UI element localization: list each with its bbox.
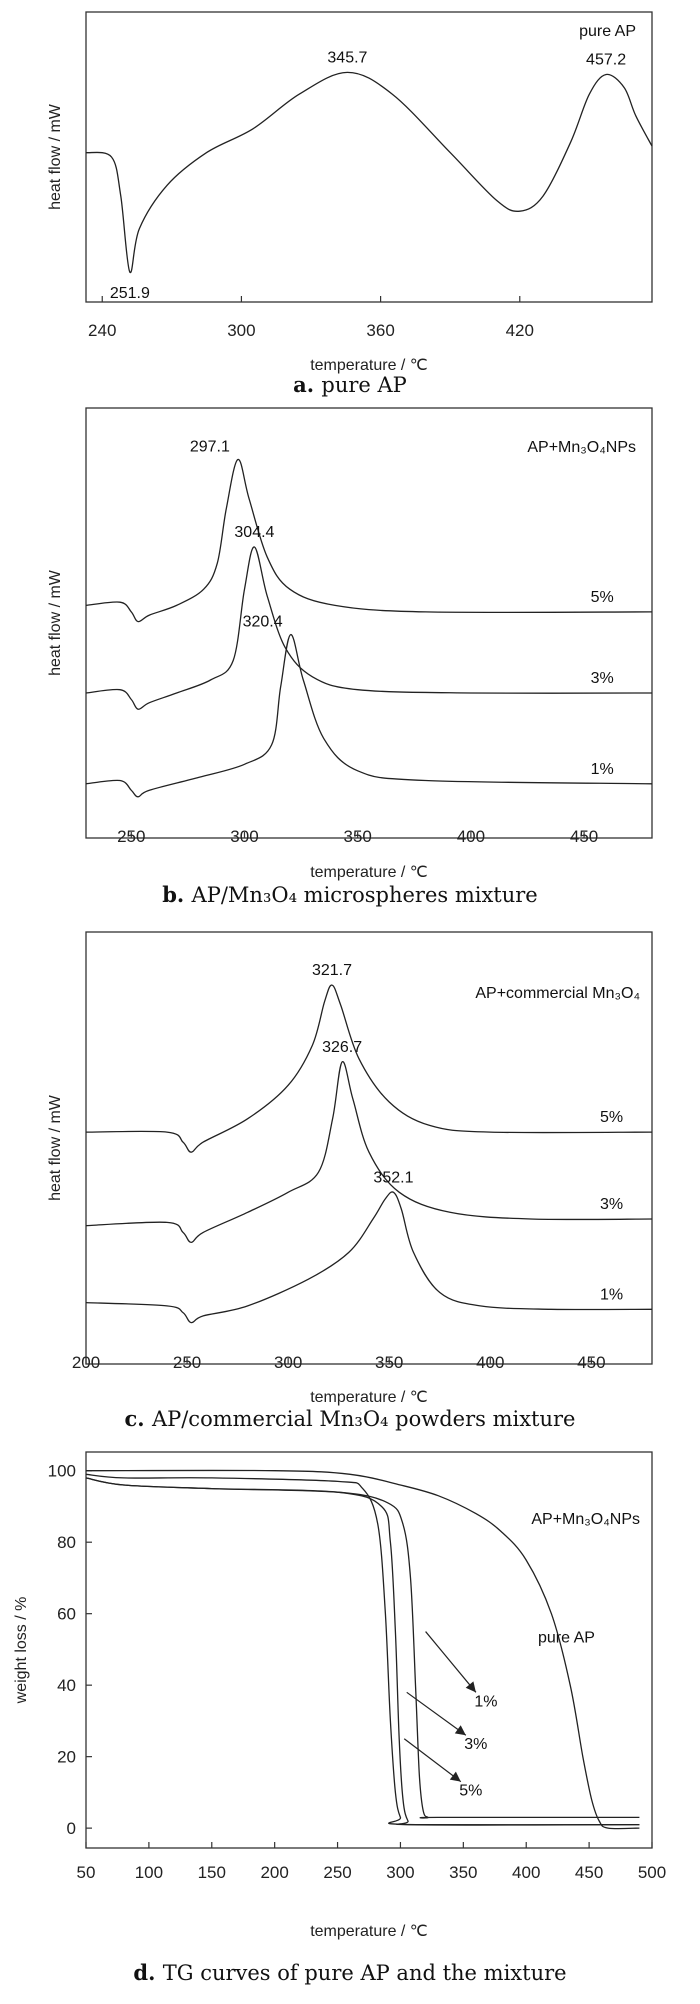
arrow-line (425, 1631, 477, 1693)
arrow-line (403, 1738, 462, 1783)
arrow-label: 3% (464, 1736, 487, 1753)
y-tick-label: 0 (67, 1819, 76, 1838)
plot-frame-3 (85, 931, 653, 1365)
legend-text: AP+Mn₃O₄NPs (527, 439, 636, 456)
y-tick-label: 100 (48, 1462, 76, 1481)
x-tick-label: 100 (135, 1863, 163, 1882)
x-tick-label: 300 (227, 321, 255, 340)
series-line-3 (85, 546, 653, 710)
legend-text: pure AP (579, 23, 636, 40)
series-line-pureAP (85, 1469, 640, 1830)
x-tick-label: 400 (476, 1353, 504, 1372)
caption-2: b. AP/Mn₃O₄ microspheres mixture (162, 882, 538, 907)
plot-frame-1 (85, 11, 653, 303)
x-axis-label: temperature / ℃ (310, 864, 428, 881)
y-tick-label: 60 (57, 1605, 76, 1624)
x-tick-label: 250 (117, 827, 145, 846)
legend-text: AP+Mn₃O₄NPs (531, 1511, 640, 1528)
y-tick-label: 20 (57, 1748, 76, 1767)
x-tick-label: 300 (274, 1353, 302, 1372)
x-tick-label: 450 (575, 1863, 603, 1882)
x-tick-label: 200 (72, 1353, 100, 1372)
plot-frame-2 (85, 407, 653, 839)
x-tick-label: 250 (323, 1863, 351, 1882)
arrow-line (406, 1691, 467, 1736)
x-tick-label: 360 (366, 321, 394, 340)
plot-frame-4 (85, 1451, 653, 1849)
data-label: 1% (600, 1286, 623, 1303)
data-label: 326.7 (322, 1039, 362, 1056)
y-axis-label: heat flow / mW (47, 1094, 64, 1201)
x-tick-label: 350 (343, 827, 371, 846)
x-tick-label: 500 (638, 1863, 666, 1882)
data-label: 251.9 (110, 285, 150, 302)
x-tick-label: 250 (173, 1353, 201, 1372)
y-axis-label: heat flow / mW (47, 103, 64, 210)
arrow-head (454, 1725, 466, 1736)
series-line-1 (85, 633, 653, 798)
y-axis-label: weight loss / % (13, 1597, 30, 1705)
arrow-label: 5% (459, 1783, 482, 1800)
x-tick-label: 420 (506, 321, 534, 340)
data-label: 304.4 (234, 524, 274, 541)
data-label: 3% (591, 670, 614, 687)
x-tick-label: 400 (457, 827, 485, 846)
series-line-1 (85, 1191, 653, 1324)
arrow-label: 1% (474, 1693, 497, 1710)
x-tick-label: 450 (570, 827, 598, 846)
y-axis-label: heat flow / mW (47, 569, 64, 676)
x-tick-label: 200 (260, 1863, 288, 1882)
x-tick-label: 400 (512, 1863, 540, 1882)
x-axis-label: temperature / ℃ (310, 1389, 428, 1406)
data-label: 320.4 (243, 614, 283, 631)
x-tick-label: 300 (386, 1863, 414, 1882)
x-tick-label: 50 (77, 1863, 96, 1882)
arrow-head (449, 1771, 461, 1782)
x-tick-label: 150 (198, 1863, 226, 1882)
x-axis-label: temperature / ℃ (310, 357, 428, 374)
caption-1: a. pure AP (293, 372, 407, 397)
data-label: 345.7 (327, 49, 367, 66)
data-label: pure AP (538, 1629, 595, 1646)
x-tick-label: 450 (577, 1353, 605, 1372)
x-tick-label: 240 (88, 321, 116, 340)
data-label: 1% (591, 761, 614, 778)
data-label: 321.7 (312, 962, 352, 979)
data-label: 3% (600, 1196, 623, 1213)
y-tick-label: 80 (57, 1533, 76, 1552)
data-label: 457.2 (586, 52, 626, 69)
caption-3: c. AP/commercial Mn₃O₄ powders mixture (125, 1406, 576, 1431)
series-line-1 (85, 71, 653, 273)
x-tick-label: 300 (230, 827, 258, 846)
caption-4: d. TG curves of pure AP and the mixture (133, 1960, 566, 1985)
series-line-3 (85, 1477, 640, 1826)
data-label: 352.1 (373, 1169, 413, 1186)
series-line-5 (85, 984, 653, 1153)
data-label: 5% (600, 1109, 623, 1126)
x-axis-label: temperature / ℃ (310, 1923, 428, 1940)
y-tick-label: 40 (57, 1676, 76, 1695)
series-line-1 (85, 1477, 640, 1819)
x-tick-label: 350 (449, 1863, 477, 1882)
data-label: 5% (591, 589, 614, 606)
x-tick-label: 350 (375, 1353, 403, 1372)
arrow-head (465, 1681, 476, 1693)
legend-text: AP+commercial Mn₃O₄ (475, 985, 640, 1002)
series-line-5 (85, 1473, 640, 1826)
data-label: 297.1 (190, 438, 230, 455)
series-line-5 (85, 458, 653, 623)
series-line-3 (85, 1061, 653, 1244)
